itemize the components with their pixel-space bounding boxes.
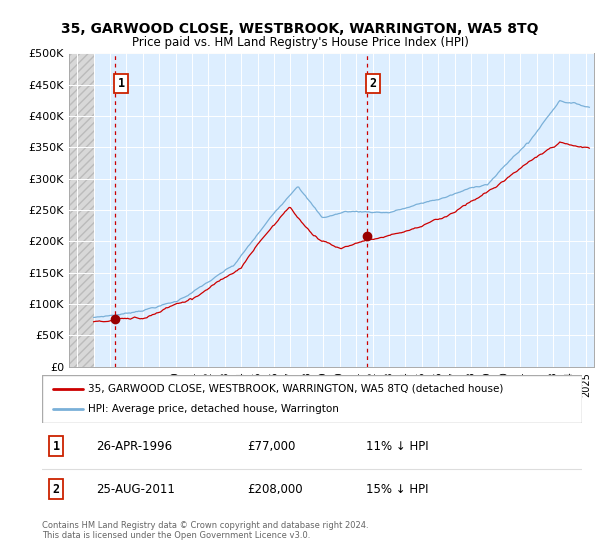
Text: HPI: Average price, detached house, Warrington: HPI: Average price, detached house, Warr… <box>88 404 339 414</box>
Text: £208,000: £208,000 <box>247 483 303 496</box>
Text: 1: 1 <box>118 77 125 90</box>
Text: Price paid vs. HM Land Registry's House Price Index (HPI): Price paid vs. HM Land Registry's House … <box>131 36 469 49</box>
Text: 2: 2 <box>53 483 60 496</box>
Bar <box>69 53 94 367</box>
Text: 35, GARWOOD CLOSE, WESTBROOK, WARRINGTON, WA5 8TQ: 35, GARWOOD CLOSE, WESTBROOK, WARRINGTON… <box>61 22 539 36</box>
Text: 15% ↓ HPI: 15% ↓ HPI <box>366 483 428 496</box>
Text: 2: 2 <box>369 77 376 90</box>
Text: 26-APR-1996: 26-APR-1996 <box>96 440 172 453</box>
Text: 11% ↓ HPI: 11% ↓ HPI <box>366 440 428 453</box>
FancyBboxPatch shape <box>42 375 582 423</box>
Text: Contains HM Land Registry data © Crown copyright and database right 2024.
This d: Contains HM Land Registry data © Crown c… <box>42 521 368 540</box>
Text: 35, GARWOOD CLOSE, WESTBROOK, WARRINGTON, WA5 8TQ (detached house): 35, GARWOOD CLOSE, WESTBROOK, WARRINGTON… <box>88 384 503 394</box>
Text: 1: 1 <box>53 440 60 453</box>
Text: £77,000: £77,000 <box>247 440 296 453</box>
Text: 25-AUG-2011: 25-AUG-2011 <box>96 483 175 496</box>
